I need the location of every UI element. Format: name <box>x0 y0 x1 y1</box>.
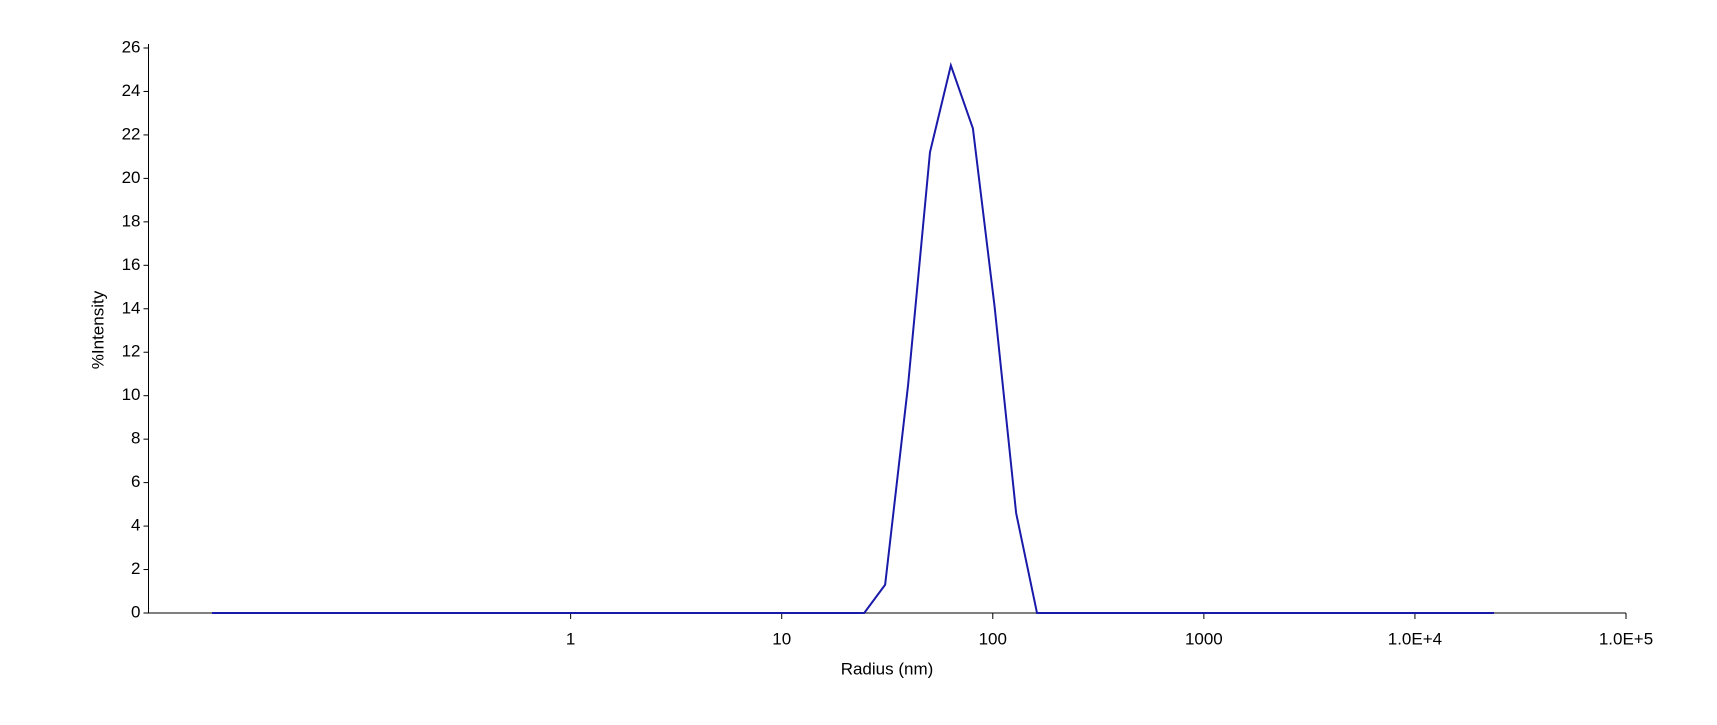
y-tick-label: 22 <box>122 124 141 143</box>
x-tick-label: 1 <box>566 629 575 648</box>
y-tick-label: 10 <box>122 385 141 404</box>
y-tick-label: 6 <box>131 472 140 491</box>
y-tick-label: 26 <box>122 37 141 56</box>
y-tick-label: 18 <box>122 211 141 230</box>
x-tick-label: 1.0E+5 <box>1599 629 1653 648</box>
y-tick-label: 12 <box>122 342 141 361</box>
y-tick-label: 24 <box>122 81 141 100</box>
y-tick-label: 0 <box>131 602 140 621</box>
y-axis-label: %Intensity <box>88 290 107 369</box>
x-tick-label: 1000 <box>1185 629 1223 648</box>
y-tick-label: 14 <box>122 298 141 317</box>
y-tick-label: 16 <box>122 255 141 274</box>
y-tick-label: 2 <box>131 559 140 578</box>
x-tick-label: 1.0E+4 <box>1388 629 1442 648</box>
x-tick-label: 10 <box>772 629 791 648</box>
x-tick-label: 100 <box>979 629 1007 648</box>
y-tick-label: 20 <box>122 168 141 187</box>
y-tick-label: 8 <box>131 429 140 448</box>
y-tick-label: 4 <box>131 516 140 535</box>
x-axis-label: Radius (nm) <box>841 659 934 678</box>
data-line <box>212 61 1495 614</box>
